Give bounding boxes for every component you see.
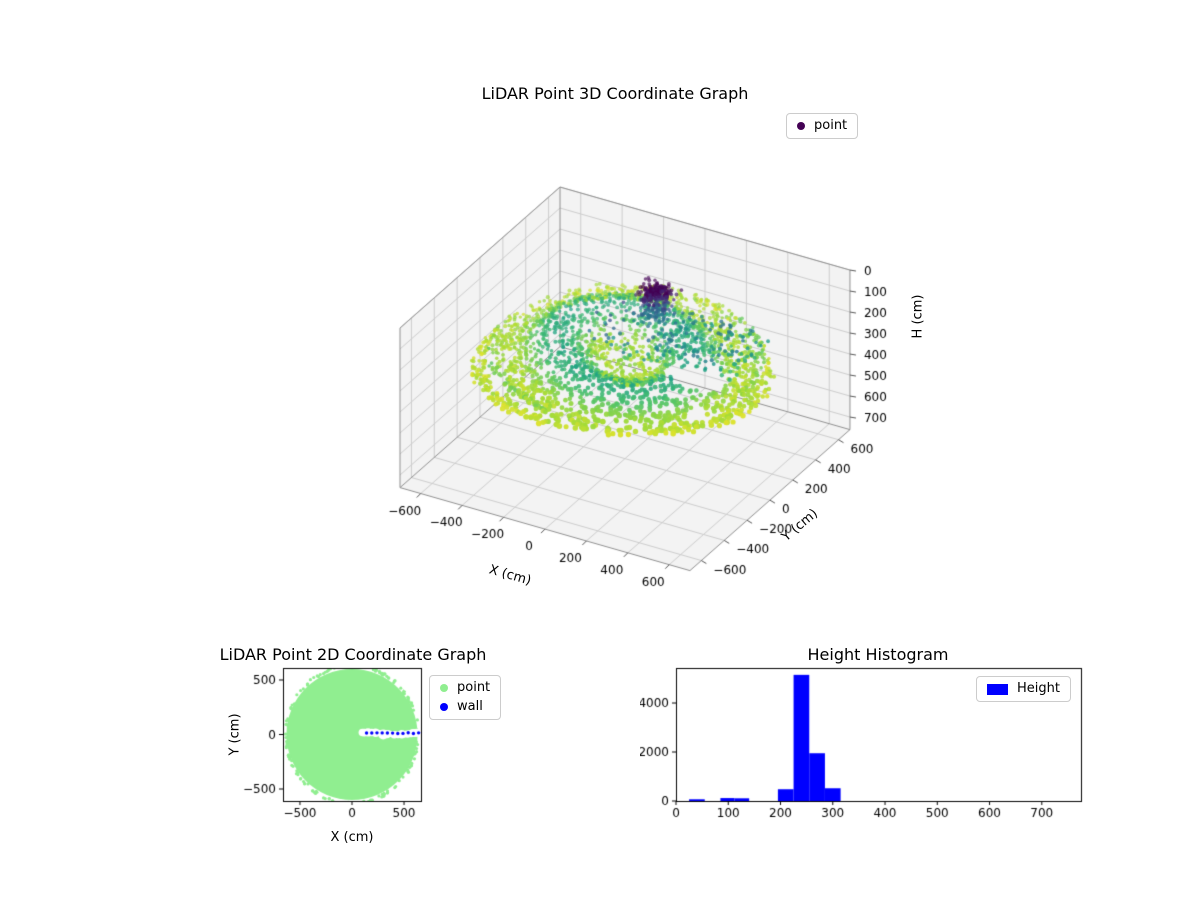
histogram-legend-label: Height <box>1017 681 1060 696</box>
plot3d-title: LiDAR Point 3D Coordinate Graph <box>481 84 749 103</box>
plot2d-legend: point wall <box>429 675 502 720</box>
point-marker-icon <box>797 122 805 130</box>
plot2d-legend-label-point: point <box>457 680 491 695</box>
height-patch-icon <box>987 683 1008 695</box>
histogram-title: Height Histogram <box>807 645 949 664</box>
plot2d-title: LiDAR Point 2D Coordinate Graph <box>219 645 487 664</box>
plot3d-zlabel: H (cm) <box>910 294 926 339</box>
point-marker-icon <box>440 684 448 692</box>
plot3d-legend-label: point <box>814 118 848 133</box>
plot2d-legend-item-wall: wall <box>440 700 490 714</box>
histogram-legend-item-height: Height <box>987 682 1060 696</box>
plot2d-xlabel: X (cm) <box>330 830 374 845</box>
plot3d-legend-item-point: point <box>797 119 847 133</box>
plot3d-canvas <box>320 130 960 640</box>
wall-marker-icon <box>440 703 448 711</box>
plot3d-legend: point <box>786 113 859 139</box>
plot2d-legend-item-point: point <box>440 681 490 695</box>
plot2d-canvas <box>235 655 435 825</box>
histogram-legend: Height <box>976 676 1071 702</box>
plot2d-legend-label-wall: wall <box>457 699 483 714</box>
plot2d-ylabel: Y (cm) <box>227 713 243 756</box>
